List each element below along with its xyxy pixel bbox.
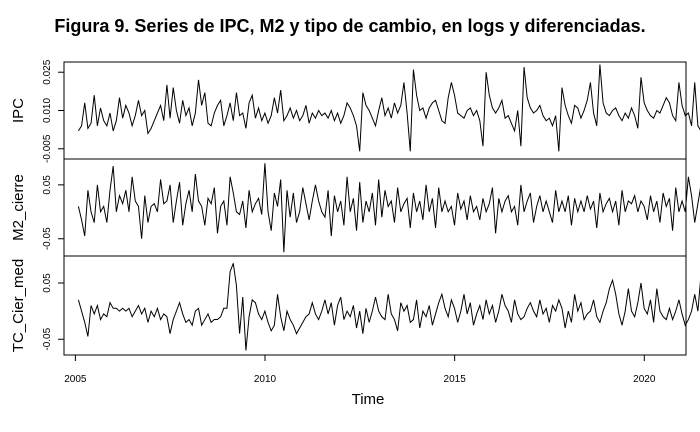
panel-ipc-label: IPC (10, 98, 27, 123)
chart-title: Figura 9. Series de IPC, M2 y tipo de ca… (54, 16, 646, 36)
panel-ipc-y-axis: -0.005 0.010 0.025 (42, 59, 64, 163)
panel-m2-cierre-y-tick-label-1: 0.05 (42, 175, 53, 195)
panel-ipc-frame (63, 61, 687, 160)
panel-ipc: IPC -0.005 0.010 0.025 (10, 59, 700, 163)
panel-ipc-y-tick-label-1: 0.010 (42, 98, 53, 123)
x-axis-label: Time (352, 391, 385, 408)
panel-tc-cier-med-frame (63, 255, 687, 356)
x-axis: 2005 2010 2015 2020 (64, 354, 656, 385)
panel-tc-cier-med-y-tick-label-1: 0.05 (42, 273, 53, 293)
panel-tc-cier-med-y-axis: -0.05 0.05 (42, 273, 64, 351)
x-tick-label-2: 2015 (444, 374, 467, 385)
panel-m2-cierre-frame (63, 158, 687, 257)
panel-m2-cierre-y-axis: -0.05 0.05 (42, 175, 64, 250)
panel-ipc-y-tick-label-2: 0.025 (42, 59, 53, 84)
panel-tc-cier-med: TC_Cier_med -0.05 0.05 (10, 255, 700, 356)
panel-tc-cier-med-label: TC_Cier_med (10, 259, 27, 352)
panel-ipc-y-tick-label-0: -0.005 (42, 134, 53, 163)
panel-tc-cier-med-series-line (77, 263, 700, 351)
panel-tc-cier-med-y-tick-label-0: -0.05 (42, 327, 53, 350)
panel-m2-cierre-series-line (77, 163, 700, 253)
panel-m2-cierre-y-tick-label-0: -0.05 (42, 227, 53, 250)
panel-m2-cierre: M2_cierre -0.05 0.05 (10, 158, 700, 257)
panel-m2-cierre-label: M2_cierre (10, 174, 27, 241)
panel-ipc-series-line (77, 64, 700, 152)
x-tick-label-1: 2010 (254, 374, 277, 385)
x-tick-label-3: 2020 (633, 374, 656, 385)
x-tick-label-0: 2005 (64, 374, 87, 385)
